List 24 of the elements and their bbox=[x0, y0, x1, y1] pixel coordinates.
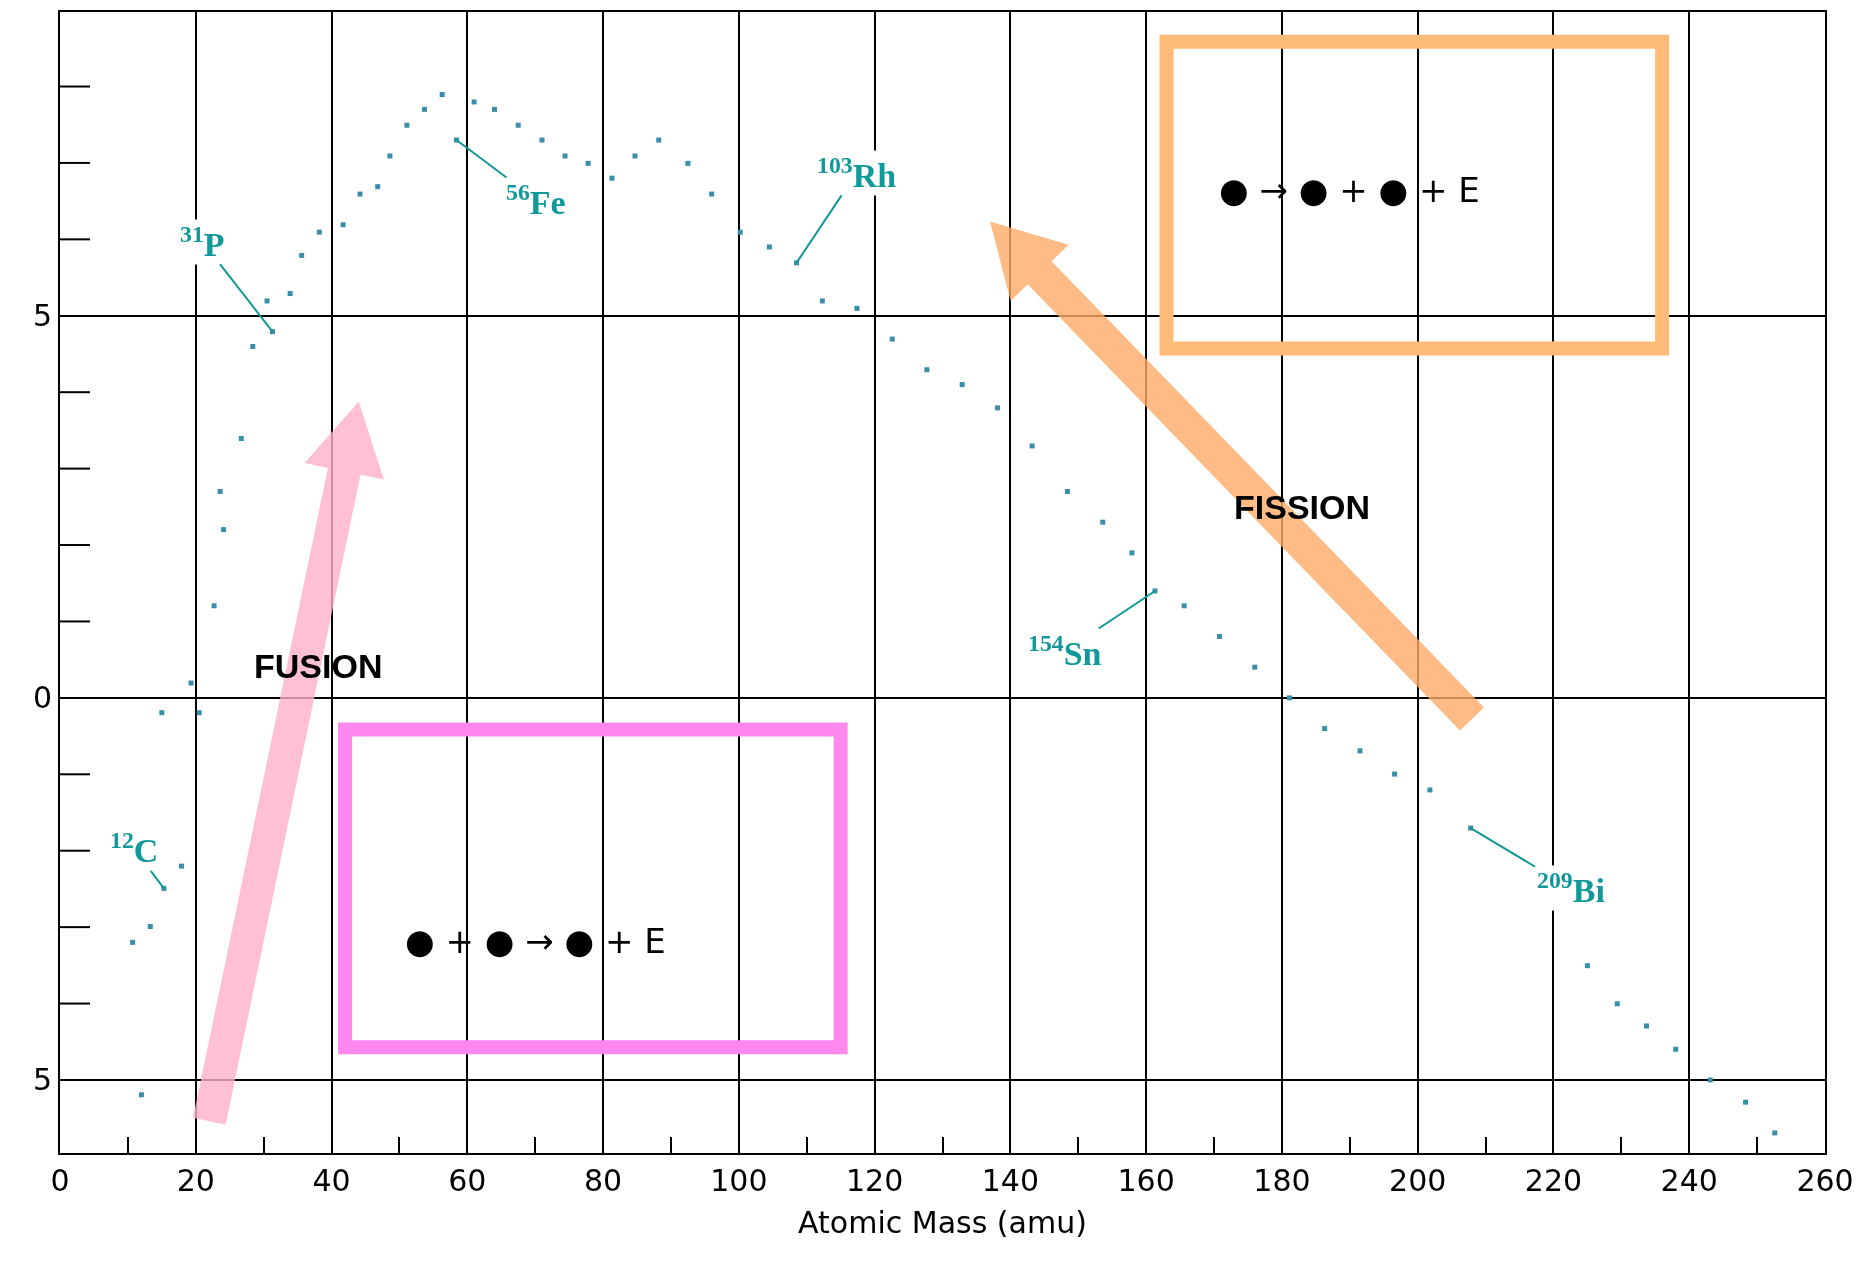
text: 5 bbox=[32, 1062, 52, 1098]
x-tick-label: 120 bbox=[845, 1163, 904, 1198]
x-tick-label: 160 bbox=[1117, 1163, 1175, 1198]
annotation: $^{56}$Fe bbox=[506, 179, 566, 222]
x-tick-label: 140 bbox=[981, 1163, 1040, 1198]
text: 5 bbox=[32, 298, 52, 334]
annotation: $^{154}$Sn bbox=[1028, 630, 1102, 673]
text: 0 bbox=[32, 680, 52, 716]
x-tick-label: 40 bbox=[312, 1163, 351, 1198]
x-tick-label: 0 bbox=[50, 1163, 70, 1198]
annotation: $^{12}$C bbox=[110, 827, 159, 870]
x-tick-label: 60 bbox=[448, 1163, 487, 1198]
x-tick-label: 240 bbox=[1660, 1163, 1718, 1198]
x-tick-label: 260 bbox=[1796, 1163, 1854, 1198]
x-tick-label: 80 bbox=[583, 1163, 623, 1198]
x-axis-title: Atomic Mass (amu) bbox=[798, 1205, 1087, 1240]
x-tick-label: 20 bbox=[176, 1163, 215, 1198]
x-tick-label: 180 bbox=[1253, 1163, 1311, 1198]
annotation: $^{103}$Rh bbox=[817, 152, 897, 195]
x-tick-label: 200 bbox=[1389, 1163, 1447, 1198]
annotation: $^{31}$P bbox=[180, 221, 225, 264]
x-tick-label: 100 bbox=[710, 1163, 768, 1198]
x-tick-label: 220 bbox=[1524, 1163, 1583, 1198]
annotation: $^{209}$Bi bbox=[1537, 867, 1605, 910]
